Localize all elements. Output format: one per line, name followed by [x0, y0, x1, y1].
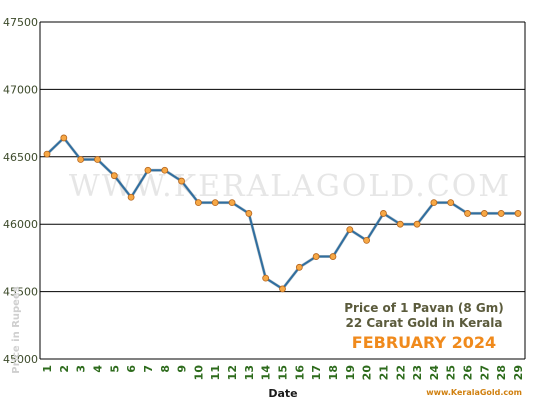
data-point	[396, 220, 404, 228]
price-markers	[43, 134, 522, 293]
x-tick-label: 2	[58, 365, 71, 373]
x-tick-label: 14	[260, 365, 273, 381]
data-point	[447, 199, 455, 207]
data-point	[346, 226, 354, 233]
data-point	[497, 210, 505, 217]
x-tick-label: 26	[462, 365, 475, 381]
data-point	[43, 150, 51, 158]
annotation-line2: 22 Carat Gold in Kerala	[346, 316, 503, 330]
x-tick-label: 27	[478, 365, 491, 380]
x-tick-label: 25	[445, 365, 458, 380]
x-tick-label: 23	[411, 365, 424, 380]
data-point	[60, 134, 68, 142]
credit-text: www.KeralaGold.com	[426, 388, 522, 397]
x-tick-label: 9	[176, 365, 189, 373]
data-point	[329, 253, 337, 260]
x-tick-label: 13	[243, 365, 256, 380]
x-tick-label: 4	[91, 365, 104, 373]
data-point	[110, 172, 118, 180]
data-point	[514, 210, 522, 217]
watermark-text: WWW.KERALAGOLD.COM	[69, 169, 511, 204]
x-tick-label: 3	[75, 365, 88, 373]
y-tick-label: 47000	[3, 83, 38, 96]
x-tick-label: 10	[192, 365, 205, 381]
y-tick-label: 46500	[3, 151, 38, 164]
x-tick-label: 28	[495, 365, 508, 380]
x-tick-label: 15	[277, 365, 290, 380]
data-point	[211, 199, 219, 207]
x-tick-label: 8	[159, 365, 172, 373]
y-tick-label: 46000	[3, 218, 38, 231]
data-point	[194, 199, 202, 207]
y-tick-label: 45000	[3, 353, 38, 366]
data-point	[178, 177, 185, 185]
x-tick-label: 16	[293, 365, 306, 381]
data-point	[127, 193, 135, 201]
data-point	[464, 210, 471, 217]
x-tick-label: 7	[142, 365, 155, 373]
x-tick-label: 12	[226, 365, 239, 380]
y-tick-label: 45500	[3, 286, 38, 299]
data-point	[279, 285, 286, 293]
data-point	[413, 220, 421, 228]
data-point	[245, 210, 253, 217]
series-line-shadow	[45, 136, 518, 291]
data-point	[228, 199, 236, 207]
x-tick-label: 5	[108, 365, 121, 373]
x-tick-label: 1	[41, 365, 54, 373]
x-tick-label: 20	[361, 365, 374, 381]
x-tick-label: 6	[125, 365, 138, 373]
x-tick-label: 22	[394, 365, 407, 380]
x-tick-label: 19	[344, 365, 357, 380]
data-point	[262, 274, 270, 282]
data-point	[161, 166, 169, 174]
data-point	[94, 156, 101, 163]
data-point	[480, 210, 488, 217]
y-tick-label: 47500	[3, 16, 38, 29]
x-axis-label: Date	[268, 387, 297, 400]
x-tick-label: 29	[512, 365, 525, 380]
price-series	[45, 136, 518, 291]
data-point	[363, 236, 371, 244]
annotation-month: FEBRUARY 2024	[352, 333, 496, 352]
annotation-line1: Price of 1 Pavan (8 Gm)	[344, 301, 504, 315]
grid-lines	[40, 21, 525, 360]
x-tick-label: 11	[209, 365, 222, 380]
data-point	[312, 253, 320, 260]
x-tick-label: 21	[377, 365, 390, 380]
data-point	[144, 166, 152, 174]
x-tick-labels: 1 2 3 4 5 6 7 8 9 10 11 12 13 14 15 16 17 18 19 20 21 22 23 24 2…	[41, 365, 525, 381]
data-point	[380, 210, 387, 217]
y-axis-label: Price in Rupees	[11, 286, 22, 373]
axes	[39, 22, 526, 359]
x-tick-label: 24	[428, 365, 441, 381]
x-tick-label: 18	[327, 365, 340, 380]
data-point	[430, 199, 438, 207]
y-tick-labels: 45000 45500 46000 46500 47000 47500	[3, 16, 38, 366]
x-tick-label: 17	[310, 365, 323, 380]
series-line	[46, 136, 518, 290]
data-point	[77, 156, 85, 163]
data-point	[295, 263, 303, 271]
